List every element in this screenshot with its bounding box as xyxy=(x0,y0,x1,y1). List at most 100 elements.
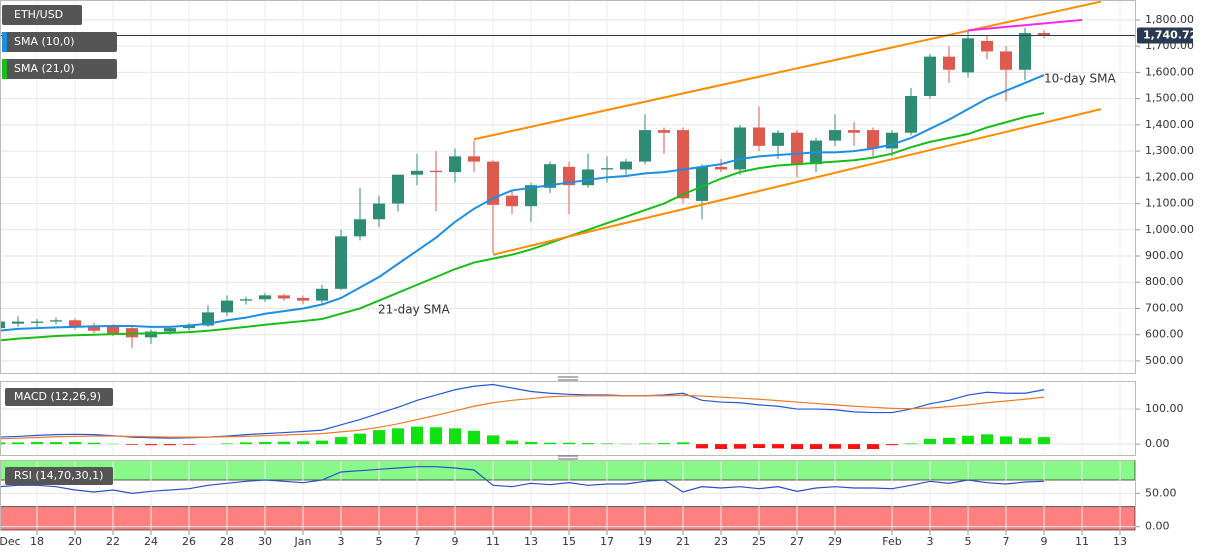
macd-histogram-bar xyxy=(69,442,81,445)
rsi-band xyxy=(0,460,1135,481)
candle-body xyxy=(69,320,81,327)
candle-body xyxy=(88,325,100,331)
candle-body xyxy=(411,170,423,175)
macd-histogram-bar xyxy=(278,441,290,445)
trendline xyxy=(967,18,1083,32)
candle-body xyxy=(392,174,404,204)
candle-body xyxy=(753,127,765,146)
trendline xyxy=(473,0,1102,141)
macd-histogram-bar xyxy=(506,440,518,445)
legend-box[interactable] xyxy=(5,467,113,485)
macd-histogram-bar xyxy=(810,444,822,450)
y-tick-label: 0.00 xyxy=(1145,520,1170,533)
macd-histogram-bar xyxy=(31,442,43,445)
macd-histogram-bar xyxy=(696,444,708,449)
last-price-tag xyxy=(1137,27,1193,44)
candle-body xyxy=(449,156,461,173)
macd-histogram-bar xyxy=(487,435,499,445)
y-tick-label: 1,200.00 xyxy=(1145,170,1194,183)
x-tick-label: 27 xyxy=(790,535,804,548)
legend-label: SMA (21,0) xyxy=(14,62,75,75)
candle-body xyxy=(107,326,119,334)
x-tick-label: 9 xyxy=(452,535,459,548)
x-tick-label: Jan xyxy=(294,535,312,548)
x-tick-label: 26 xyxy=(182,535,196,548)
x-tick-label: 15 xyxy=(562,535,576,548)
candle-body xyxy=(145,331,157,338)
candle-body xyxy=(639,130,651,162)
macd-histogram-bar xyxy=(829,444,841,449)
macd-histogram-bar xyxy=(126,444,138,445)
macd-histogram-bar xyxy=(962,435,974,445)
x-tick-label: Dec xyxy=(0,535,21,548)
candle-body xyxy=(829,130,841,141)
sma-line xyxy=(0,112,1045,342)
x-tick-label: 5 xyxy=(376,535,383,548)
y-tick-label: 800.00 xyxy=(1145,275,1184,288)
candle-body xyxy=(943,56,955,70)
x-tick-label: 23 xyxy=(714,535,728,548)
x-tick-label: 25 xyxy=(752,535,766,548)
y-tick-label: 1,500.00 xyxy=(1145,92,1194,105)
candle-body xyxy=(31,321,43,323)
candle-body xyxy=(962,38,974,73)
candle-body xyxy=(981,40,993,52)
macd-histogram-bar xyxy=(411,426,423,445)
macd-histogram-bar xyxy=(12,442,24,445)
macd-histogram-bar xyxy=(886,444,898,446)
macd-histogram-bar xyxy=(563,442,575,445)
annotation: 21-day SMA xyxy=(378,303,450,317)
macd-histogram-bar xyxy=(677,442,689,445)
macd-histogram-bar xyxy=(734,444,746,449)
x-tick-label: 11 xyxy=(486,535,500,548)
legend-label: MACD (12,26,9) xyxy=(14,390,101,403)
sma-line xyxy=(0,74,1045,332)
y-tick-label: 600.00 xyxy=(1145,328,1184,341)
legend-box[interactable] xyxy=(5,388,113,406)
y-tick-label: 900.00 xyxy=(1145,249,1184,262)
candle-body xyxy=(601,168,613,170)
x-tick-label: 22 xyxy=(106,535,120,548)
trendline xyxy=(492,108,1102,256)
candle-body xyxy=(563,166,575,186)
x-tick-label: 19 xyxy=(638,535,652,548)
candle-body xyxy=(240,299,252,301)
x-tick-label: 21 xyxy=(676,535,690,548)
x-tick-label: Feb xyxy=(882,535,901,548)
annotation: 10-day SMA xyxy=(1044,72,1116,86)
legend-box[interactable] xyxy=(2,59,117,79)
macd-histogram-bar xyxy=(848,444,860,450)
candle-body xyxy=(12,321,24,324)
legend-box[interactable] xyxy=(2,32,117,52)
candle-body xyxy=(164,328,176,332)
candle-body xyxy=(791,132,803,165)
candle-body xyxy=(924,56,936,97)
x-tick-label: 13 xyxy=(524,535,538,548)
macd-histogram-bar xyxy=(525,442,537,445)
candle-body xyxy=(582,169,594,186)
candle-body xyxy=(715,166,727,170)
macd-histogram-bar xyxy=(392,428,404,445)
x-tick-label: 3 xyxy=(338,535,345,548)
macd-histogram-bar xyxy=(791,444,803,450)
x-tick-label: 29 xyxy=(828,535,842,548)
y-tick-label: 700.00 xyxy=(1145,301,1184,314)
panel-plot xyxy=(0,0,1135,373)
candle-body xyxy=(430,170,442,173)
macd-histogram-bar xyxy=(354,433,366,445)
y-tick-label: 0.00 xyxy=(1145,437,1170,450)
macd-histogram-bar xyxy=(601,443,613,445)
candle-body xyxy=(1019,33,1031,70)
candle-body xyxy=(734,127,746,170)
y-tick-label: 1,100.00 xyxy=(1145,197,1194,210)
macd-line xyxy=(0,394,1045,440)
legend-box[interactable] xyxy=(2,5,82,25)
macd-histogram-bar xyxy=(1000,436,1012,445)
candle-body xyxy=(867,130,879,149)
macd-histogram-bar xyxy=(753,444,765,448)
x-tick-label: 18 xyxy=(30,535,44,548)
candle-body xyxy=(905,96,917,133)
candle-body xyxy=(297,297,309,301)
x-tick-label: 24 xyxy=(144,535,158,548)
